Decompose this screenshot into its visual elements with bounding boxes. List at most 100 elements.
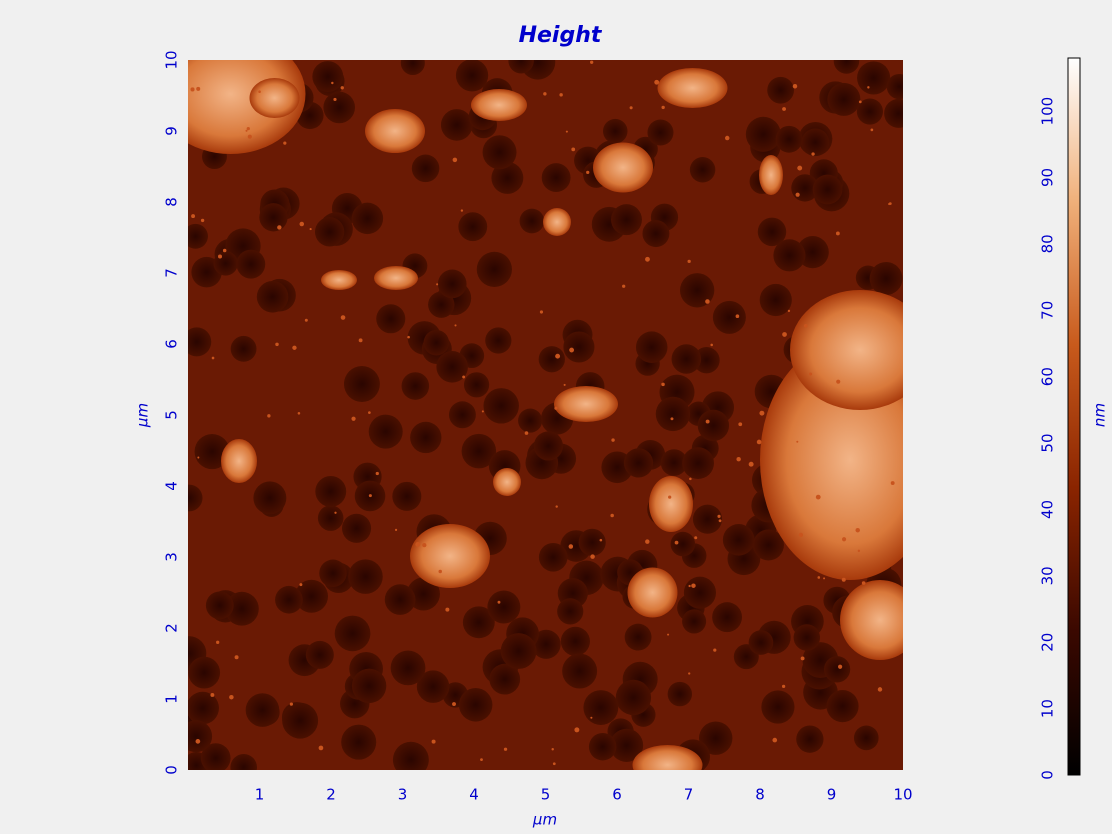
- dark-grain: [801, 128, 830, 157]
- speck: [375, 471, 379, 476]
- speck: [334, 511, 337, 514]
- dark-grain: [213, 251, 238, 276]
- dark-grain: [440, 109, 473, 141]
- dark-grain: [812, 174, 843, 205]
- colorbar-tick-label: 30: [1039, 566, 1057, 585]
- colorbar-tick-label: 80: [1039, 234, 1057, 253]
- speck: [283, 141, 287, 145]
- dark-grain: [793, 624, 821, 651]
- speck: [394, 528, 398, 532]
- dark-grain: [722, 524, 755, 556]
- speck: [555, 505, 558, 508]
- speck: [497, 600, 501, 604]
- dark-grain: [458, 688, 493, 722]
- dark-grain: [538, 542, 568, 572]
- speck: [586, 170, 590, 175]
- speck: [857, 549, 861, 553]
- dark-grain: [188, 720, 213, 753]
- speck: [670, 417, 674, 421]
- dark-grain: [857, 61, 891, 95]
- dark-grain: [323, 91, 356, 124]
- speck: [197, 456, 200, 459]
- dark-grain: [188, 656, 221, 689]
- dark-grain: [563, 331, 595, 363]
- y-tick-label: 10: [163, 50, 181, 69]
- speck: [688, 672, 691, 675]
- speck: [736, 456, 741, 462]
- dark-grain: [462, 606, 495, 639]
- dark-grain: [334, 615, 371, 652]
- dark-grain: [448, 401, 476, 429]
- dark-grain: [194, 434, 230, 470]
- bright-island: [493, 468, 521, 496]
- dark-grain: [483, 388, 519, 424]
- dark-grain: [757, 217, 787, 247]
- y-tick-label: 6: [163, 339, 181, 349]
- speck: [798, 532, 804, 538]
- speck: [838, 664, 843, 669]
- dark-grain: [188, 484, 203, 512]
- speck: [299, 583, 303, 587]
- dark-grain: [683, 576, 717, 609]
- speck: [629, 106, 633, 110]
- speck: [867, 86, 870, 89]
- speck: [674, 540, 679, 545]
- dark-grain: [491, 161, 524, 194]
- speck: [792, 84, 798, 89]
- bright-island: [471, 89, 527, 121]
- dark-grain: [660, 449, 688, 476]
- colorbar: [1067, 57, 1081, 776]
- speck: [803, 323, 808, 328]
- dark-grain: [319, 559, 347, 588]
- dark-grain: [351, 202, 384, 235]
- dark-grain: [205, 591, 234, 620]
- dark-grain: [392, 741, 429, 770]
- x-tick-label: 9: [827, 786, 837, 804]
- speck: [297, 412, 301, 415]
- speck: [422, 542, 427, 548]
- speck: [756, 439, 762, 445]
- dark-grain: [230, 335, 257, 362]
- speck: [462, 375, 466, 379]
- colorbar-tick-label: 20: [1039, 633, 1057, 652]
- dark-grain: [282, 702, 319, 739]
- dark-grain: [775, 125, 803, 153]
- dark-grain: [588, 732, 617, 761]
- speck: [717, 514, 721, 518]
- bright-island: [649, 476, 693, 532]
- dark-grain: [485, 327, 512, 354]
- speck: [245, 129, 248, 132]
- speck: [687, 259, 691, 264]
- speck: [689, 477, 692, 481]
- dark-grain: [500, 633, 537, 669]
- dark-grain: [489, 663, 521, 695]
- dark-grain: [642, 220, 670, 248]
- speck: [539, 310, 544, 314]
- bright-island: [410, 524, 490, 588]
- dark-grain: [538, 346, 565, 373]
- dark-grain: [884, 98, 903, 128]
- speck: [705, 299, 710, 304]
- speck: [200, 218, 205, 223]
- speck: [861, 581, 866, 585]
- colorbar-label: nm: [1091, 403, 1109, 427]
- speck: [836, 379, 841, 384]
- speck: [735, 314, 740, 318]
- dark-grain: [275, 585, 303, 614]
- dark-grain: [833, 60, 860, 74]
- speck: [811, 152, 815, 156]
- x-tick-label: 4: [469, 786, 479, 804]
- dark-grain: [531, 629, 561, 659]
- y-tick-label: 2: [163, 623, 181, 633]
- speck: [289, 702, 293, 706]
- colorbar-tick-label: 70: [1039, 301, 1057, 320]
- speck: [368, 411, 371, 414]
- speck: [267, 414, 271, 418]
- dark-grain: [533, 431, 563, 461]
- dark-grain: [712, 300, 746, 334]
- bright-island: [759, 155, 783, 195]
- speck: [782, 107, 786, 111]
- speck: [841, 577, 846, 582]
- speck: [574, 727, 580, 733]
